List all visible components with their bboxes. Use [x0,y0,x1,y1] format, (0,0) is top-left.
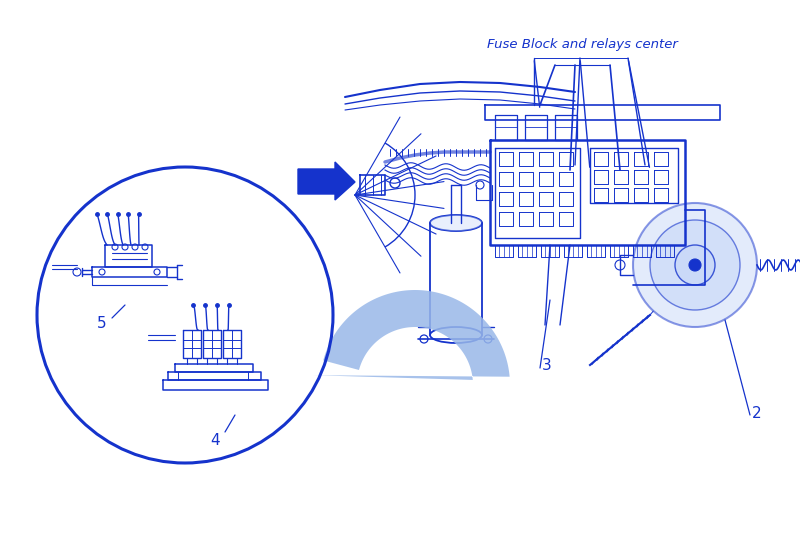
Circle shape [633,203,757,327]
Polygon shape [313,290,510,380]
Circle shape [650,220,740,310]
Text: 2: 2 [752,406,762,421]
Text: 4: 4 [210,433,220,448]
Ellipse shape [430,215,482,231]
Polygon shape [298,162,355,200]
Text: 5: 5 [97,316,106,331]
Circle shape [689,259,701,271]
Text: Fuse Block and relays center: Fuse Block and relays center [487,38,678,51]
Text: 3: 3 [542,358,552,373]
Circle shape [675,245,715,285]
